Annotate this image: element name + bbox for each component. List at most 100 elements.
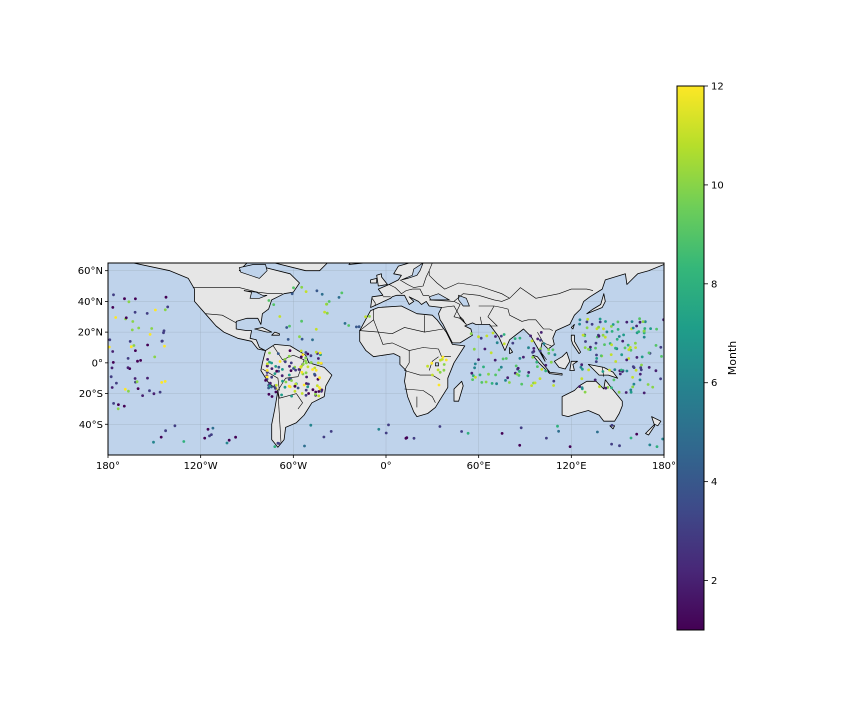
- event-point: [490, 382, 494, 385]
- event-point: [158, 390, 162, 394]
- event-point: [514, 364, 518, 368]
- event-point: [593, 378, 597, 382]
- event-point: [551, 348, 555, 352]
- event-point: [314, 327, 318, 331]
- event-point: [309, 361, 313, 364]
- event-point: [473, 362, 477, 366]
- event-point: [123, 387, 127, 391]
- event-point: [654, 344, 658, 347]
- event-point: [649, 327, 652, 330]
- event-point: [322, 435, 326, 439]
- event-point: [474, 375, 477, 379]
- landmass-eurasia: [370, 263, 664, 362]
- event-point: [134, 297, 137, 301]
- country-border: [453, 287, 594, 302]
- event-point: [442, 363, 446, 366]
- event-point: [527, 371, 531, 374]
- event-point: [587, 347, 590, 351]
- event-point: [626, 343, 630, 347]
- event-point: [277, 365, 281, 369]
- event-point: [313, 366, 317, 370]
- event-point: [651, 385, 655, 389]
- event-point: [426, 364, 429, 368]
- event-point: [552, 379, 556, 383]
- event-point: [518, 443, 522, 447]
- event-point: [639, 368, 643, 372]
- event-point: [495, 382, 498, 386]
- event-point: [122, 404, 126, 408]
- country-borders: [192, 263, 605, 443]
- event-point: [518, 370, 521, 373]
- event-point: [625, 369, 629, 373]
- event-point: [494, 373, 497, 377]
- event-point: [127, 300, 131, 304]
- x-tick-label: 60°W: [280, 461, 308, 472]
- event-point: [115, 381, 118, 385]
- event-point: [304, 356, 308, 360]
- event-point: [478, 373, 482, 377]
- event-point: [292, 367, 295, 370]
- event-point: [635, 324, 638, 328]
- event-point: [578, 385, 581, 388]
- event-point: [317, 390, 321, 393]
- event-point: [368, 315, 371, 318]
- event-point: [444, 358, 448, 362]
- event-point: [603, 335, 607, 339]
- event-point: [647, 366, 651, 369]
- event-point: [506, 376, 510, 380]
- country-border: [541, 353, 547, 360]
- event-point: [497, 368, 501, 372]
- event-point: [641, 320, 645, 323]
- event-point: [150, 327, 154, 330]
- event-point: [146, 343, 150, 347]
- event-point: [482, 365, 485, 369]
- y-tick-label: 60°N: [78, 266, 103, 277]
- event-point: [154, 308, 157, 312]
- event-point: [539, 331, 543, 334]
- event-point: [267, 392, 271, 396]
- landmass-ireland: [370, 277, 378, 284]
- event-point: [659, 377, 662, 381]
- y-tick-labels: 60°N 40°N 20°N 0° 20°S 40°S: [78, 266, 108, 431]
- event-point: [280, 374, 284, 378]
- event-point: [132, 344, 136, 347]
- event-point: [287, 373, 291, 377]
- x-tick-label: 120°E: [556, 461, 586, 472]
- event-point: [293, 389, 297, 393]
- event-point: [117, 403, 120, 406]
- event-point: [598, 385, 601, 389]
- event-point: [536, 337, 540, 341]
- event-point: [274, 387, 277, 390]
- event-point: [466, 431, 470, 435]
- event-point: [327, 300, 331, 303]
- event-point: [659, 345, 663, 349]
- country-border: [358, 309, 425, 335]
- event-point: [355, 325, 358, 329]
- event-point: [288, 324, 291, 328]
- event-point: [501, 357, 505, 361]
- event-point: [578, 322, 581, 326]
- landmass-borneo: [553, 351, 571, 370]
- event-point: [300, 319, 303, 323]
- event-point: [317, 394, 321, 398]
- event-point: [274, 383, 278, 387]
- event-point: [162, 329, 166, 333]
- event-point: [281, 379, 284, 383]
- event-point: [579, 365, 583, 369]
- event-point: [130, 328, 134, 332]
- country-border: [205, 313, 237, 324]
- event-point: [301, 353, 305, 356]
- event-point: [608, 368, 611, 372]
- event-point: [227, 438, 231, 442]
- event-point: [266, 364, 269, 368]
- event-point: [133, 377, 137, 380]
- event-point: [343, 322, 347, 325]
- event-point: [112, 293, 115, 297]
- event-point: [647, 351, 651, 355]
- event-point: [152, 440, 155, 444]
- event-point: [518, 336, 522, 340]
- landmass-sulawesi: [569, 360, 578, 371]
- event-point: [642, 329, 646, 333]
- event-point: [108, 338, 112, 342]
- colorbar-tick-label: 12: [711, 82, 724, 93]
